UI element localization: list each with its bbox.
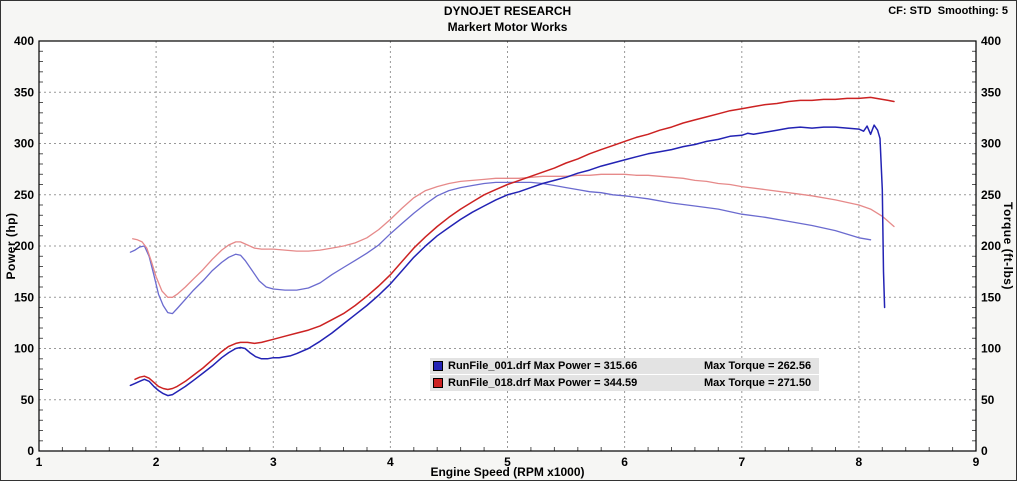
y-tick-label-left: 200: [14, 239, 34, 253]
legend-swatch-blue-icon: [433, 361, 443, 371]
y-tick-label-right: 50: [981, 393, 995, 407]
legend-run001-torque-text: Max Torque = 262.56: [704, 360, 812, 372]
x-tick-label: 8: [856, 455, 863, 469]
left-axis-label: Power (hp): [4, 212, 18, 280]
x-tick-label: 2: [153, 455, 160, 469]
right-axis-label: Torque (ft-lbs): [1001, 202, 1015, 290]
y-tick-label-left: 400: [14, 34, 34, 48]
y-tick-label-right: 100: [981, 342, 1001, 356]
y-tick-label-left: 350: [14, 85, 34, 99]
legend-swatch-red-icon: [433, 378, 443, 388]
y-tick-label-left: 50: [21, 393, 35, 407]
legend-item-run001: RunFile_001.drf Max Power = 315.66 Max T…: [430, 358, 820, 374]
x-tick-label: 7: [738, 455, 745, 469]
y-tick-label-right: 250: [981, 188, 1001, 202]
page-title: DYNOJET RESEARCH: [443, 4, 572, 18]
curve-run001-torque: [129, 181, 872, 315]
x-axis-label: Engine Speed (RPM x1000): [430, 465, 585, 479]
y-tick-label-left: 150: [14, 290, 34, 304]
y-tick-label-right: 0: [981, 444, 988, 458]
y-tick-label-left: 0: [27, 444, 34, 458]
y-tick-label-left: 250: [14, 188, 34, 202]
y-tick-label-right: 300: [981, 137, 1001, 151]
legend-run018-power-text: RunFile_018.drf Max Power = 344.59: [448, 377, 638, 389]
y-tick-label-left: 100: [14, 342, 34, 356]
x-tick-label: 6: [621, 455, 628, 469]
y-tick-label-right: 150: [981, 290, 1001, 304]
legend: RunFile_001.drf Max Power = 315.66 Max T…: [430, 358, 820, 391]
legend-run001-power-text: RunFile_001.drf Max Power = 315.66: [448, 360, 638, 372]
curve-run001-power: [129, 124, 886, 397]
y-tick-label-right: 200: [981, 239, 1001, 253]
curve-run018-torque: [132, 173, 895, 298]
curve-run018-power: [134, 96, 895, 391]
y-tick-label-right: 350: [981, 85, 1001, 99]
x-tick-label: 3: [270, 455, 277, 469]
x-tick-label: 4: [387, 455, 394, 469]
x-tick-label: 1: [36, 455, 43, 469]
x-tick-label: 9: [973, 455, 980, 469]
y-tick-label-left: 300: [14, 137, 34, 151]
legend-run018-torque-text: Max Torque = 271.50: [704, 377, 812, 389]
plot-frame: [38, 40, 977, 452]
legend-item-run018: RunFile_018.drf Max Power = 344.59 Max T…: [430, 375, 820, 391]
correction-smoothing-label: CF: STD Smoothing: 5: [888, 5, 1008, 17]
x-tick-label: 5: [504, 455, 511, 469]
page-subtitle: Markert Motor Works: [447, 20, 568, 34]
y-tick-label-right: 400: [981, 34, 1001, 48]
